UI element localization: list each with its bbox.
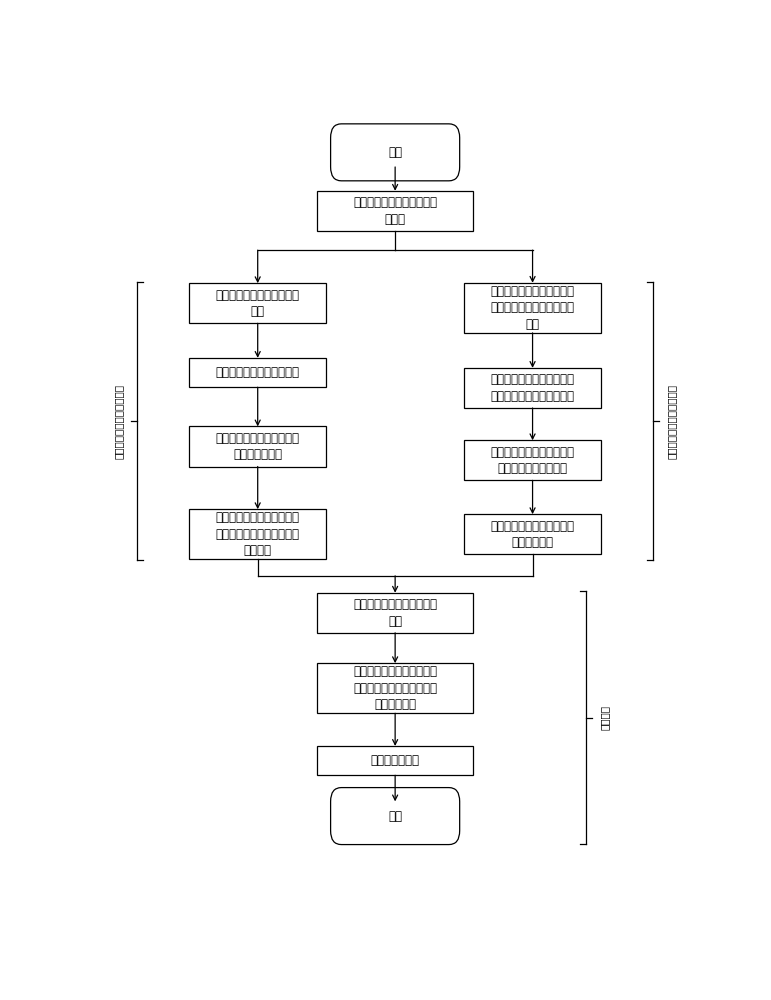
Text: 找到集群热点和空闲服务器: 找到集群热点和空闲服务器 — [666, 384, 676, 459]
Text: 从热点服务器中找出热点元
数据: 从热点服务器中找出热点元 数据 — [353, 598, 437, 628]
Bar — [189, 358, 326, 387]
Bar — [464, 440, 601, 480]
Bar — [318, 746, 473, 775]
Text: 结束: 结束 — [388, 810, 402, 823]
Text: 将热点元数据从热点元数据
服务器复制或迁移到空闲元
数据服务器中: 将热点元数据从热点元数据 服务器复制或迁移到空闲元 数据服务器中 — [353, 665, 437, 711]
Bar — [464, 368, 601, 408]
Text: 更新全局映射表: 更新全局映射表 — [371, 754, 419, 767]
Bar — [318, 191, 473, 231]
Bar — [189, 509, 326, 559]
Bar — [189, 283, 326, 323]
Text: 由集群平均负载值计算出集
群热点负载值和空闲负载值: 由集群平均负载值计算出集 群热点负载值和空闲负载值 — [490, 373, 574, 403]
Bar — [189, 426, 326, 467]
FancyBboxPatch shape — [331, 788, 460, 845]
Text: 负载迁移: 负载迁移 — [599, 705, 609, 730]
Text: 对资源利用值进行移动修正: 对资源利用值进行移动修正 — [216, 366, 300, 379]
Bar — [318, 593, 473, 633]
Text: 根据每一个元数据服务器的
负载值，计算出集群平均负
载值: 根据每一个元数据服务器的 负载值，计算出集群平均负 载值 — [490, 285, 574, 331]
Text: 单个元数据服务器负载计算: 单个元数据服务器负载计算 — [114, 384, 124, 459]
Bar — [464, 283, 601, 333]
FancyBboxPatch shape — [331, 124, 460, 181]
Text: 高于集群热点负载值的元数
据服务器为热点服务器: 高于集群热点负载值的元数 据服务器为热点服务器 — [490, 446, 574, 475]
Text: 根据资源利用率和请求平均
处理时间计算出元数据服务
器负载值: 根据资源利用率和请求平均 处理时间计算出元数据服务 器负载值 — [216, 511, 300, 557]
Text: 开始: 开始 — [388, 146, 402, 159]
Bar — [464, 514, 601, 554]
Text: 低于集群空闲负载值的为集
群空闲服务器: 低于集群空闲负载值的为集 群空闲服务器 — [490, 520, 574, 549]
Text: 计算出元数据服务器中请求
的平均处理时间: 计算出元数据服务器中请求 的平均处理时间 — [216, 432, 300, 461]
Bar — [318, 663, 473, 713]
Text: 计算出元数据服务器资源利
用值: 计算出元数据服务器资源利 用值 — [216, 289, 300, 318]
Text: 获取元数据服务器的负载水
平参数: 获取元数据服务器的负载水 平参数 — [353, 196, 437, 226]
